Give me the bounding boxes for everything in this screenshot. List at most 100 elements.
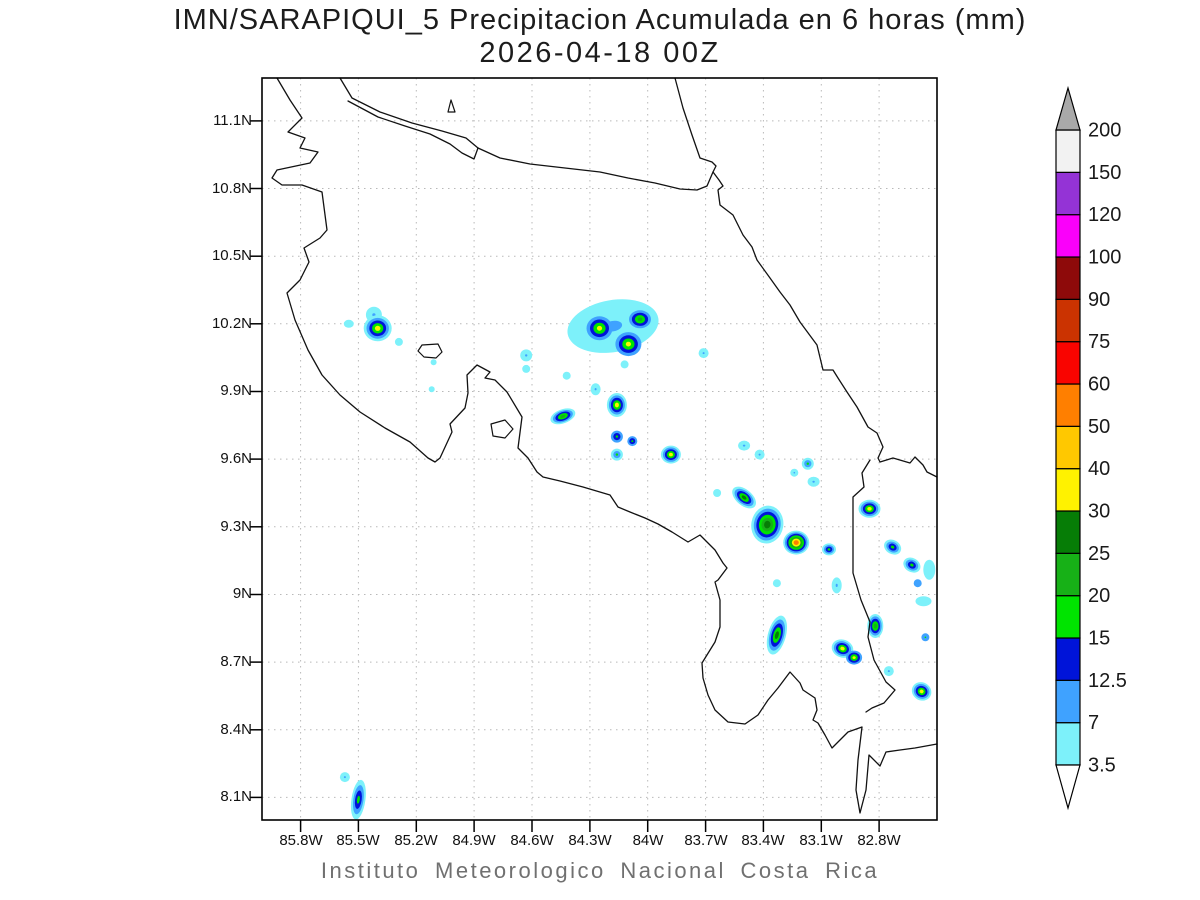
precip-cell-level-20 [873,623,877,629]
colorbar-label: 50 [1088,416,1110,438]
precip-cell-level-30 [374,325,381,331]
precip-cell-level-30 [919,689,924,694]
colorbar-segment [1055,214,1081,258]
colorbar-label: 40 [1088,458,1110,480]
lat-tick-label: 10.2N [211,315,252,332]
precip-cell-level-3.5 [394,337,403,346]
colorbar-label: 90 [1088,289,1110,311]
lon-tick-label: 84.3W [568,832,612,849]
precip-cell-level-30 [867,507,872,511]
precip-cell-level-3.5 [428,386,435,393]
precip-cell-level-7 [343,776,346,779]
precip-cell-level-25 [764,520,771,529]
panama-border [852,459,896,713]
colorbar-label: 20 [1088,585,1110,607]
lat-tick-label: 8.1N [220,788,252,805]
colorbar-segment [1055,637,1081,681]
precip-cell-level-30 [625,341,631,347]
colorbar-label: 3.5 [1088,755,1116,777]
precip-cell-level-7 [887,670,890,673]
colorbar-segment [1055,256,1081,300]
precip-cell-level-15 [615,453,619,456]
colorbar-label: 30 [1088,501,1110,523]
nicaragua-border [347,100,479,160]
colorbar-segment [1055,595,1081,639]
precip-cell-level-20 [560,414,566,418]
colorbar-label: 200 [1088,120,1121,142]
precip-cells [339,299,936,820]
precip-cell-level-7 [525,354,528,357]
lon-tick-label: 84W [632,832,664,849]
lat-tick-label: 11.1N [213,112,252,129]
caribbean-coastline [674,77,938,478]
rio-san-juan [477,147,714,191]
colorbar-segment [1055,383,1081,427]
lat-tick-label: 8.7N [220,653,252,670]
precip-cell-level-50 [793,540,799,545]
colorbar-labels: 3.5 7 12.5 15 20 25 30 40 50 60 75 90 100 120 150 200 [1088,120,1127,777]
colorbar-label: 15 [1088,628,1110,650]
footer-text: Instituto Meteorologico Nacional Costa R… [320,858,880,883]
colorbar-label: 120 [1088,204,1121,226]
colorbar-segment [1055,171,1081,216]
gridlines [262,78,937,820]
lat-tick-label: 9.3N [220,518,252,535]
lon-tick-label: 85.2W [394,832,438,849]
precip-cell-level-7 [812,480,815,483]
lon-tick-label: 84.9W [452,832,496,849]
precip-cell-level-20 [637,317,643,322]
precip-cell-level-7 [835,583,838,587]
page-title: IMN/SARAPIQUI_5 Precipitacion Acumulada … [173,4,1027,36]
coastline [271,77,938,814]
lon-tick-label: 83.7W [684,832,728,849]
lat-tick-label: 8.4N [220,721,252,738]
lon-tick-label: 84.6W [510,832,554,849]
map-frame [261,77,938,821]
lon-tick-label: 85.8W [279,832,323,849]
colorbar-segment [1055,341,1081,385]
precip-cell-level-15 [615,435,619,438]
colorbar-segment [1055,552,1081,597]
precip-cell-level-7 [913,579,922,588]
colorbar-segment [1055,510,1081,554]
precip-cell-level-15 [910,563,914,567]
map-svg [250,77,938,832]
precip-cell-level-3.5 [713,489,722,497]
colorbar-segment [1055,425,1081,470]
colorbar-segment [1055,468,1081,512]
axis-ticks [250,120,880,832]
colorbar-label: 25 [1088,543,1110,565]
precip-cell-level-15 [631,440,634,443]
lat-tick-label: 10.8N [211,180,252,197]
colorbar: 3.5 7 12.5 15 20 25 30 40 50 60 75 90 100 120 150 200 [1055,85,1127,811]
colorbar-label: 60 [1088,374,1110,396]
precip-cell-level-15 [890,545,895,549]
precip-cell-level-3.5 [522,364,531,373]
precip-cell-level-3.5 [923,559,936,580]
lat-tick-label: 9.9N [220,382,252,399]
precip-cell-level-7 [793,471,796,474]
precip-cell-level-15 [827,548,831,551]
gulf-island [490,419,514,439]
lon-tick-label: 83.4W [741,832,785,849]
colorbar-segments [1055,129,1081,766]
precip-cell-level-15 [356,795,360,804]
precip-cell-level-30 [596,325,603,331]
precip-cell-level-7 [742,444,746,447]
precip-cell-level-7 [594,388,597,391]
precip-cell-level-30 [668,452,673,457]
colorbar-segment [1055,679,1081,724]
chira-island [417,343,443,359]
pacific-coastline [271,77,938,814]
colorbar-down-arrow [1055,764,1081,811]
lake-island [447,99,456,113]
colorbar-label: 12.5 [1088,670,1127,692]
precip-cell-level-7 [372,313,376,317]
colorbar-up-arrow [1055,85,1081,131]
precip-cell-level-3.5 [430,359,437,366]
colorbar-segment [1055,298,1081,343]
precip-cell-level-30 [852,656,856,659]
precip-cell-level-7 [702,352,705,355]
colorbar-arrows [1055,85,1081,811]
